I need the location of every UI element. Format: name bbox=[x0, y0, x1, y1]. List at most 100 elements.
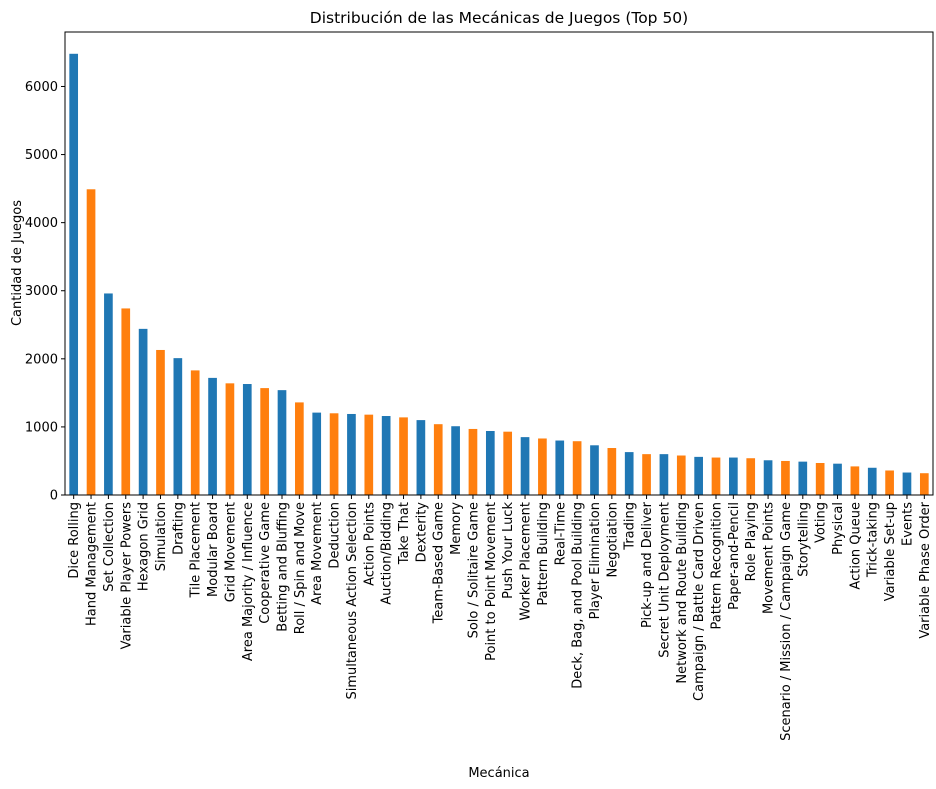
x-tick-label: Area Majority / Influence bbox=[241, 502, 256, 661]
x-tick-label: Variable Player Powers bbox=[119, 502, 134, 650]
bar bbox=[624, 452, 634, 495]
x-axis-title: Mecánica bbox=[468, 766, 529, 781]
x-tick-label: Team-Based Game bbox=[432, 502, 447, 624]
y-tick-label: 1000 bbox=[25, 420, 58, 435]
bar bbox=[485, 430, 495, 495]
x-tick-label: Solo / Solitaire Game bbox=[466, 502, 481, 638]
bar bbox=[798, 461, 808, 495]
x-tick-label: Hand Management bbox=[85, 502, 100, 626]
x-tick-label: Variable Phase Order bbox=[918, 501, 933, 638]
bar bbox=[433, 424, 443, 495]
x-tick-label: Point to Point Movement bbox=[484, 502, 499, 661]
bar bbox=[312, 412, 322, 495]
x-tick-label: Push Your Luck bbox=[501, 502, 516, 599]
y-axis: 0 1000 2000 3000 4000 5000 6000 bbox=[25, 80, 65, 504]
bar bbox=[538, 438, 547, 495]
y-tick-label: 0 bbox=[50, 489, 58, 504]
bar bbox=[364, 414, 374, 495]
x-tick-label: Grid Movement bbox=[223, 502, 238, 602]
x-tick-label: Physical bbox=[831, 502, 846, 555]
x-tick-label: Real-Time bbox=[553, 502, 568, 565]
bar bbox=[555, 440, 565, 495]
x-tick-label: Campaign / Battle Card Driven bbox=[692, 502, 707, 701]
bar bbox=[138, 328, 148, 495]
x-tick-label: Role Playing bbox=[744, 502, 759, 581]
chart-title: Distribución de las Mecánicas de Juegos … bbox=[310, 9, 688, 27]
x-tick-label: Variable Set-up bbox=[883, 502, 898, 601]
y-tick-label: 2000 bbox=[25, 352, 58, 367]
y-axis-title: Cantidad de Juegos bbox=[10, 200, 25, 326]
bar bbox=[763, 460, 773, 495]
bar bbox=[190, 370, 200, 495]
x-tick-label: Network and Route Building bbox=[675, 502, 690, 684]
bar bbox=[919, 473, 929, 495]
x-tick-label: Deduction bbox=[328, 502, 343, 569]
x-tick-label: Deck, Bag, and Pool Building bbox=[571, 502, 586, 689]
x-tick-label: Pattern Recognition bbox=[710, 502, 725, 629]
bar bbox=[451, 426, 460, 495]
x-tick-label: Worker Placement bbox=[519, 502, 534, 621]
x-tick-label: Trick-taking bbox=[866, 502, 881, 578]
x-tick-label: Tile Placement bbox=[189, 502, 204, 598]
x-tick-label: Movement Points bbox=[762, 502, 777, 614]
x-tick-label: Memory bbox=[449, 502, 464, 555]
x-tick-label: Take That bbox=[397, 502, 412, 565]
bar bbox=[347, 413, 356, 495]
bar bbox=[104, 293, 113, 495]
bar bbox=[86, 189, 96, 496]
bar bbox=[295, 402, 304, 495]
bar bbox=[260, 388, 269, 495]
bar bbox=[642, 454, 651, 495]
x-tick-label: Storytelling bbox=[796, 502, 811, 577]
x-tick-label: Action Queue bbox=[848, 502, 863, 590]
x-tick-label: Simultaneous Action Selection bbox=[345, 502, 360, 700]
y-tick-label: 4000 bbox=[25, 216, 58, 231]
bar bbox=[399, 417, 408, 495]
x-tick-label: Pick-up and Deliver bbox=[640, 501, 655, 628]
bar bbox=[659, 454, 669, 495]
bar bbox=[277, 390, 287, 495]
bar bbox=[329, 413, 339, 495]
bars-group bbox=[69, 53, 929, 496]
x-axis: Dice Rolling Hand Management Set Collectio… bbox=[67, 495, 933, 741]
x-tick-label: Dexterity bbox=[414, 502, 429, 563]
x-tick-label: Player Elimination bbox=[588, 502, 603, 619]
x-tick-label: Drafting bbox=[171, 502, 186, 555]
x-tick-label: Set Collection bbox=[102, 502, 117, 592]
bar bbox=[416, 420, 426, 495]
x-tick-label: Trading bbox=[623, 502, 638, 551]
x-tick-label: Cooperative Game bbox=[258, 502, 273, 624]
bar bbox=[729, 457, 738, 495]
bar bbox=[902, 472, 912, 495]
bar bbox=[781, 460, 790, 495]
bar bbox=[173, 358, 183, 495]
x-tick-label: Roll / Spin and Move bbox=[293, 502, 308, 634]
bar bbox=[590, 445, 599, 495]
bar bbox=[69, 53, 79, 495]
bar bbox=[503, 431, 513, 495]
bar bbox=[885, 470, 894, 495]
bar bbox=[676, 455, 686, 495]
bar bbox=[520, 437, 530, 495]
x-tick-label: Simulation bbox=[154, 502, 169, 571]
x-tick-label: Voting bbox=[814, 502, 829, 543]
bar bbox=[572, 441, 582, 495]
x-tick-label: Pattern Building bbox=[536, 502, 551, 606]
bar bbox=[850, 466, 860, 495]
x-tick-label: Scenario / Mission / Campaign Game bbox=[779, 502, 794, 741]
bar bbox=[746, 458, 756, 495]
bar bbox=[694, 456, 703, 495]
bar bbox=[242, 384, 252, 495]
bar bbox=[711, 457, 721, 495]
x-tick-label: Action Points bbox=[362, 502, 377, 586]
bar bbox=[607, 448, 617, 495]
x-tick-label: Betting and Bluffing bbox=[276, 502, 291, 632]
y-tick-label: 6000 bbox=[25, 80, 58, 95]
x-tick-label: Events bbox=[900, 502, 915, 546]
bar bbox=[381, 416, 391, 495]
x-tick-label: Negotiation bbox=[605, 502, 620, 578]
x-tick-label: Paper-and-Pencil bbox=[727, 502, 742, 610]
plot-frame bbox=[64, 31, 934, 496]
x-tick-label: Modular Board bbox=[206, 502, 221, 597]
